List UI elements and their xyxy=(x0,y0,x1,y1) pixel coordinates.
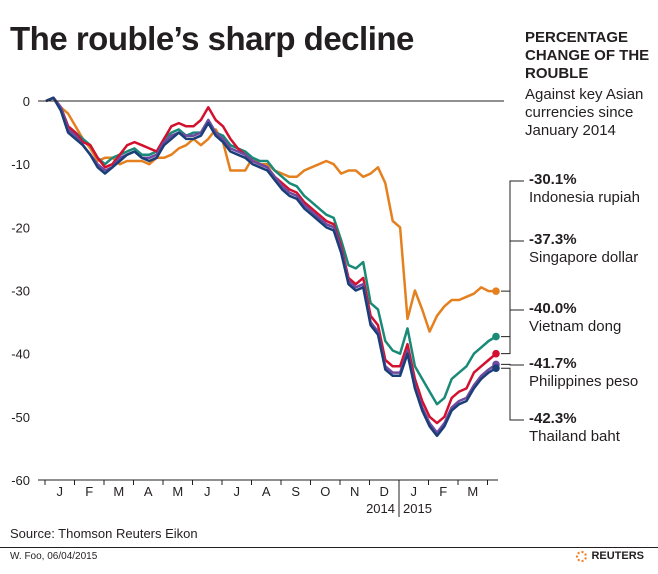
series-line-1 xyxy=(45,96,497,406)
footer-divider xyxy=(0,547,658,548)
label-singapore-name: Singapore dollar xyxy=(529,249,639,266)
label-connector-4 xyxy=(501,367,524,421)
reuters-dot-icon xyxy=(576,550,588,562)
series-end-dot-4 xyxy=(492,364,500,372)
x-tick-label: M xyxy=(467,484,478,499)
side-subtitle: Against key Asian currencies since Janua… xyxy=(525,86,644,139)
label-philippines-change: -41.7% xyxy=(529,355,577,372)
reuters-logo: REUTERS xyxy=(576,550,644,562)
y-tick-label: -60 xyxy=(11,473,30,488)
y-tick-label: -40 xyxy=(11,347,30,362)
label-indonesia: -30.1% Indonesia rupiah xyxy=(529,171,640,207)
y-tick-label: -20 xyxy=(11,220,30,235)
series-end-dot-0 xyxy=(492,287,500,295)
label-thailand-name: Thailand baht xyxy=(529,428,620,445)
side-title: PERCENTAGE CHANGE OF THE ROUBLE xyxy=(525,29,650,82)
series-line-0 xyxy=(45,96,496,333)
label-singapore-change: -37.3% xyxy=(529,231,577,248)
x-tick-label: A xyxy=(144,484,153,499)
series-end-dot-1 xyxy=(492,332,500,341)
label-philippines: -41.7% Philippines peso xyxy=(529,355,638,391)
series-line-4 xyxy=(45,96,497,438)
x-tick-label: F xyxy=(85,484,93,499)
chart-title: The rouble’s sharp decline xyxy=(10,20,414,57)
y-tick-label: -30 xyxy=(11,284,30,299)
label-vietnam: -40.0% Vietnam dong xyxy=(529,300,621,336)
label-vietnam-change: -40.0% xyxy=(529,300,577,317)
label-connector-2 xyxy=(501,309,524,355)
series-end-dot-2 xyxy=(492,349,500,358)
credit-note: W. Foo, 06/04/2015 xyxy=(10,551,98,562)
x-tick-label: D xyxy=(380,484,389,499)
x-tick-label: M xyxy=(113,484,124,499)
y-tick-label: -50 xyxy=(11,410,30,425)
label-connector-0 xyxy=(501,180,524,292)
year-label-2015: 2015 xyxy=(403,501,432,516)
x-tick-label: S xyxy=(291,484,300,499)
x-tick-label: O xyxy=(320,484,330,499)
reuters-wordmark: REUTERS xyxy=(591,550,644,562)
label-singapore: -37.3% Singapore dollar xyxy=(529,231,638,267)
label-vietnam-name: Vietnam dong xyxy=(529,318,622,335)
label-thailand: -42.3% Thailand baht xyxy=(529,410,620,446)
series-line-2 xyxy=(45,96,497,425)
x-tick-label: A xyxy=(262,484,271,499)
label-connector-1 xyxy=(501,240,524,338)
label-indonesia-change: -30.1% xyxy=(529,171,577,188)
label-philippines-name: Philippines peso xyxy=(529,373,639,390)
x-tick-label: N xyxy=(350,484,359,499)
label-indonesia-name: Indonesia rupiah xyxy=(529,189,640,206)
label-thailand-change: -42.3% xyxy=(529,410,577,427)
x-tick-label: J xyxy=(57,484,64,499)
x-tick-label: F xyxy=(439,484,447,499)
year-label-2014: 2014 xyxy=(366,501,395,516)
x-tick-label: J xyxy=(204,484,211,499)
x-tick-label: J xyxy=(411,484,418,499)
y-tick-label: 0 xyxy=(23,94,30,109)
y-tick-label: -10 xyxy=(11,157,30,172)
x-tick-label: M xyxy=(172,484,183,499)
label-connector-3 xyxy=(501,363,524,366)
series-line-3 xyxy=(45,96,497,434)
x-tick-label: J xyxy=(234,484,241,499)
source-note: Source: Thomson Reuters Eikon xyxy=(10,526,198,541)
